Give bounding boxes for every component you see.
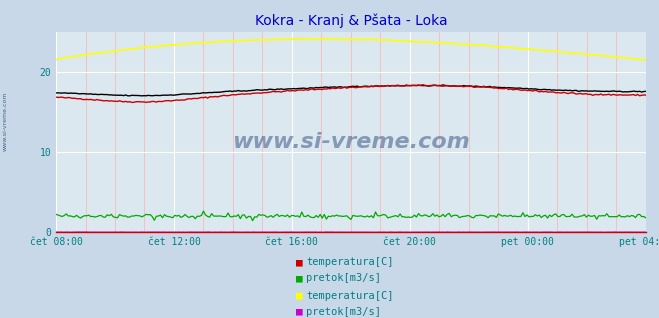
Text: ■: ■ <box>297 291 303 301</box>
Text: ■: ■ <box>297 307 303 317</box>
Text: pretok[m3/s]: pretok[m3/s] <box>306 307 382 317</box>
Text: www.si-vreme.com: www.si-vreme.com <box>232 132 470 152</box>
Title: Kokra - Kranj & Pšata - Loka: Kokra - Kranj & Pšata - Loka <box>254 13 447 28</box>
Text: temperatura[C]: temperatura[C] <box>306 291 394 301</box>
Text: ■: ■ <box>297 273 303 283</box>
Text: ■: ■ <box>297 257 303 267</box>
Text: pretok[m3/s]: pretok[m3/s] <box>306 273 382 283</box>
Text: www.si-vreme.com: www.si-vreme.com <box>3 91 8 151</box>
Text: temperatura[C]: temperatura[C] <box>306 257 394 267</box>
